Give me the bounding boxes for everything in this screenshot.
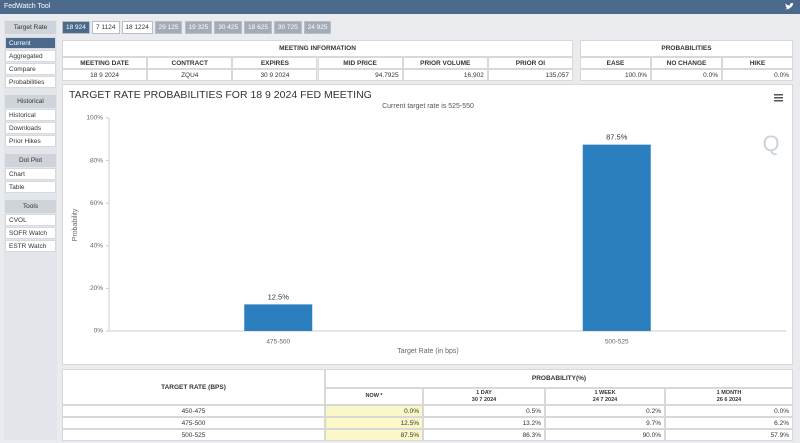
y-tick-label: 80% bbox=[90, 157, 103, 164]
sidebar-item[interactable]: Historical bbox=[5, 109, 56, 121]
sidebar-item[interactable]: Table bbox=[5, 181, 56, 193]
cell-value: 90.0% bbox=[545, 429, 665, 441]
cell-value: 18 9 2024 bbox=[62, 69, 148, 81]
row-label: 475-500 bbox=[62, 417, 325, 429]
y-tick-label: 60% bbox=[90, 200, 103, 207]
column-date: 24 7 2024 bbox=[592, 396, 618, 403]
cell-value: 86.3% bbox=[423, 429, 545, 441]
x-tick-label: 500-525 bbox=[605, 339, 629, 346]
column-header: PRIOR VOLUME bbox=[402, 57, 488, 69]
column-header: NOW * bbox=[325, 388, 423, 405]
sidebar-item[interactable]: Aggregated bbox=[5, 50, 56, 62]
sidebar-item[interactable]: ESTR Watch bbox=[5, 240, 56, 252]
date-tab[interactable]: 19 325 bbox=[184, 21, 213, 34]
column-header: MEETING DATE bbox=[62, 57, 148, 69]
column-label: NOW * bbox=[365, 393, 383, 399]
date-tab[interactable]: 7 1124 bbox=[91, 21, 120, 34]
sidebar-header: Historical bbox=[5, 95, 56, 108]
date-tab[interactable]: 30 425 bbox=[214, 21, 243, 34]
cell-value: 9.7% bbox=[545, 417, 665, 429]
sidebar-item[interactable]: Downloads bbox=[5, 122, 56, 134]
column-date: 26 6 2024 bbox=[716, 396, 742, 403]
row-label: 450-475 bbox=[62, 405, 325, 417]
column-header: HIKE bbox=[722, 57, 793, 69]
cell-value: ZQU4 bbox=[147, 69, 233, 81]
date-tab[interactable]: 30 725 bbox=[273, 21, 302, 34]
cell-value: 100.0% bbox=[580, 69, 651, 81]
column-header: 1 DAY 30 7 2024 bbox=[423, 388, 545, 405]
column-header: EXPIRES bbox=[232, 57, 318, 69]
table-title: MEETING INFORMATION bbox=[62, 40, 573, 57]
cell-value: 0.0% bbox=[651, 69, 722, 81]
cell-value: 0.2% bbox=[545, 405, 665, 417]
column-date: 30 7 2024 bbox=[471, 396, 497, 403]
chart: TARGET RATE PROBABILITIES FOR 18 9 2024 … bbox=[69, 89, 786, 355]
column-header: EASE bbox=[580, 57, 651, 69]
chart-title: TARGET RATE PROBABILITIES FOR 18 9 2024 … bbox=[69, 89, 372, 101]
date-tab[interactable]: 18 1224 bbox=[121, 21, 153, 34]
column-header: 1 MONTH 26 6 2024 bbox=[665, 388, 793, 405]
bar bbox=[582, 144, 651, 331]
x-axis-title: Target Rate (in bps) bbox=[397, 348, 458, 355]
table-title: PROBABILITIES bbox=[580, 40, 793, 57]
x-tick-label: 475-500 bbox=[266, 339, 290, 346]
cell-value: 0.0% bbox=[722, 69, 793, 81]
date-tab[interactable]: 29 125 bbox=[154, 21, 183, 34]
sidebar-header: Tools bbox=[5, 200, 56, 213]
menu-icon[interactable] bbox=[774, 94, 783, 102]
app-title: FedWatch Tool bbox=[4, 3, 51, 10]
y-tick-label: 20% bbox=[90, 285, 103, 292]
value-label: 87.5% bbox=[606, 133, 628, 142]
sidebar-header: Dot Plot bbox=[5, 154, 56, 167]
table-group-header: PROBABILITY(%) bbox=[325, 369, 793, 388]
cell-value: 6.2% bbox=[665, 417, 793, 429]
sidebar-item[interactable]: Chart bbox=[5, 168, 56, 180]
column-label: 1 WEEK bbox=[594, 389, 616, 396]
cell-value: 0.5% bbox=[423, 405, 545, 417]
column-header: 1 WEEK 24 7 2024 bbox=[545, 388, 665, 405]
sidebar-item[interactable]: Probabilities bbox=[5, 76, 56, 88]
sidebar-item[interactable]: Prior Hikes bbox=[5, 135, 56, 147]
date-tab[interactable]: 18 924 bbox=[62, 21, 90, 34]
twitter-icon[interactable] bbox=[785, 3, 794, 11]
bar bbox=[244, 304, 313, 331]
chart-panel: TARGET RATE PROBABILITIES FOR 18 9 2024 … bbox=[62, 84, 793, 365]
sidebar-item[interactable]: CVOL bbox=[5, 214, 56, 226]
y-tick-label: 100% bbox=[86, 115, 103, 122]
y-tick-label: 0% bbox=[94, 328, 104, 335]
cell-value: 0.0% bbox=[325, 405, 423, 417]
date-tab[interactable]: 24 925 bbox=[303, 21, 332, 34]
y-tick-label: 40% bbox=[90, 243, 103, 250]
cell-value: 57.9% bbox=[665, 429, 793, 441]
column-label: 1 MONTH bbox=[716, 389, 742, 396]
cell-value: 87.5% bbox=[325, 429, 423, 441]
cell-value: 13.2% bbox=[423, 417, 545, 429]
watermark: Q bbox=[762, 131, 779, 156]
sidebar-item[interactable]: SOFR Watch bbox=[5, 227, 56, 239]
top-bar: FedWatch Tool bbox=[0, 0, 800, 14]
cell-value: 12.5% bbox=[325, 417, 423, 429]
cell-value: 16,902 bbox=[402, 69, 488, 81]
column-header: CONTRACT bbox=[147, 57, 233, 69]
sidebar-header: Target Rate bbox=[5, 21, 56, 34]
sidebar-item[interactable]: Current bbox=[5, 37, 56, 49]
sidebar-item[interactable]: Compare bbox=[5, 63, 56, 75]
column-header: NO CHANGE bbox=[651, 57, 722, 69]
column-header: PRIOR OI bbox=[487, 57, 573, 69]
cell-value: 0.0% bbox=[665, 405, 793, 417]
chart-subtitle: Current target rate is 525-550 bbox=[382, 103, 474, 110]
column-label: 1 DAY bbox=[476, 389, 492, 396]
table-header: TARGET RATE (BPS) bbox=[62, 369, 325, 405]
value-label: 12.5% bbox=[268, 292, 290, 301]
y-axis-title: Probability bbox=[72, 208, 79, 241]
cell-value: 135,057 bbox=[487, 69, 573, 81]
date-tab[interactable]: 18 625 bbox=[244, 21, 272, 34]
cell-value: 94.7925 bbox=[317, 69, 403, 81]
cell-value: 30 9 2024 bbox=[232, 69, 318, 81]
column-header: MID PRICE bbox=[317, 57, 403, 69]
row-label: 500-525 bbox=[62, 429, 325, 441]
